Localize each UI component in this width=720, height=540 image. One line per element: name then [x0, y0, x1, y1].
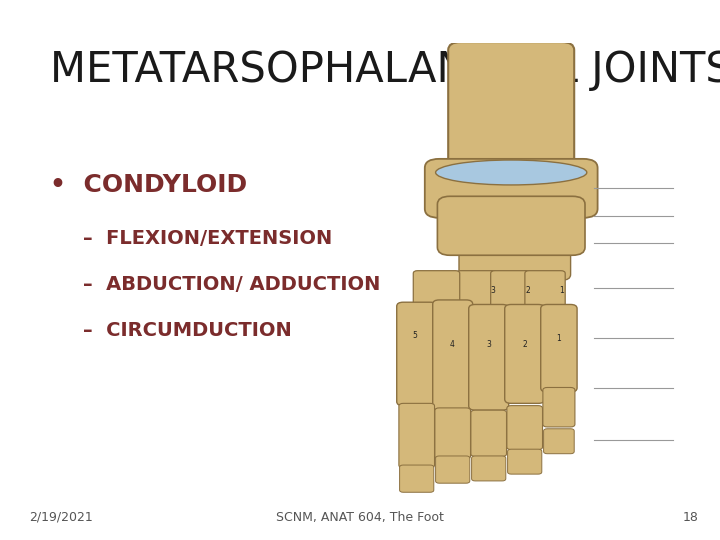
- FancyBboxPatch shape: [413, 271, 459, 307]
- FancyBboxPatch shape: [438, 197, 585, 255]
- FancyBboxPatch shape: [541, 305, 577, 392]
- FancyBboxPatch shape: [472, 456, 505, 481]
- FancyBboxPatch shape: [471, 410, 507, 456]
- FancyBboxPatch shape: [507, 406, 543, 450]
- FancyBboxPatch shape: [543, 388, 575, 427]
- Text: 18: 18: [683, 511, 698, 524]
- Text: 3: 3: [486, 340, 491, 349]
- Text: –  FLEXION/EXTENSION: – FLEXION/EXTENSION: [83, 230, 332, 248]
- FancyBboxPatch shape: [400, 465, 433, 492]
- FancyBboxPatch shape: [436, 456, 469, 483]
- FancyBboxPatch shape: [505, 305, 544, 403]
- FancyBboxPatch shape: [508, 449, 541, 474]
- FancyBboxPatch shape: [399, 403, 435, 468]
- Text: 4: 4: [450, 340, 455, 349]
- FancyBboxPatch shape: [544, 429, 575, 454]
- Text: 3: 3: [491, 286, 495, 295]
- Text: •  CONDYLOID: • CONDYLOID: [50, 173, 248, 197]
- FancyBboxPatch shape: [397, 302, 436, 406]
- Text: SCNM, ANAT 604, The Foot: SCNM, ANAT 604, The Foot: [276, 511, 444, 524]
- Text: 2: 2: [522, 340, 527, 349]
- Text: METATARSOPHALANGEAL JOINTS: METATARSOPHALANGEAL JOINTS: [50, 49, 720, 91]
- FancyBboxPatch shape: [456, 271, 497, 307]
- FancyBboxPatch shape: [433, 300, 472, 410]
- Text: 1: 1: [559, 286, 564, 295]
- FancyBboxPatch shape: [448, 42, 575, 176]
- Text: 2/19/2021: 2/19/2021: [29, 511, 93, 524]
- FancyBboxPatch shape: [491, 271, 531, 307]
- Text: –  ABDUCTION/ ADDUCTION: – ABDUCTION/ ADDUCTION: [83, 275, 380, 294]
- Text: 5: 5: [413, 331, 417, 340]
- FancyBboxPatch shape: [435, 408, 471, 458]
- FancyBboxPatch shape: [459, 239, 570, 280]
- Text: 2: 2: [525, 286, 530, 295]
- Ellipse shape: [436, 160, 587, 185]
- Text: –  CIRCUMDUCTION: – CIRCUMDUCTION: [83, 321, 292, 340]
- FancyBboxPatch shape: [469, 305, 508, 410]
- FancyBboxPatch shape: [425, 159, 598, 218]
- FancyBboxPatch shape: [525, 271, 565, 307]
- Text: 1: 1: [557, 334, 561, 342]
